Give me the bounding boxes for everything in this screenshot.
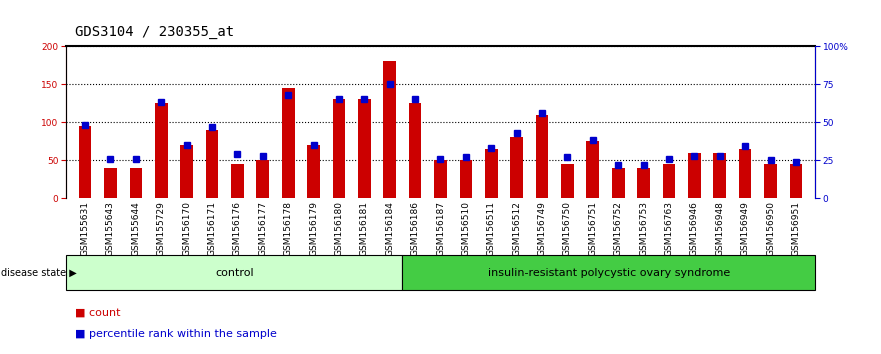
Bar: [282, 88, 294, 198]
Text: GSM156510: GSM156510: [462, 201, 470, 256]
Bar: [307, 145, 320, 198]
Bar: [714, 153, 726, 198]
Bar: [789, 164, 803, 198]
Bar: [130, 168, 142, 198]
Text: GSM156948: GSM156948: [715, 201, 724, 256]
Bar: [256, 160, 270, 198]
Text: ■ percentile rank within the sample: ■ percentile rank within the sample: [75, 329, 277, 339]
Bar: [358, 99, 371, 198]
Bar: [663, 164, 676, 198]
Bar: [739, 149, 751, 198]
Bar: [637, 168, 650, 198]
Text: GSM156753: GSM156753: [639, 201, 648, 256]
Bar: [434, 160, 447, 198]
Bar: [688, 153, 700, 198]
Text: GSM155643: GSM155643: [106, 201, 115, 256]
Bar: [104, 168, 117, 198]
Text: GSM156187: GSM156187: [436, 201, 445, 256]
Text: GSM156180: GSM156180: [335, 201, 344, 256]
Bar: [66, 255, 403, 290]
Bar: [536, 115, 548, 198]
Text: GSM156750: GSM156750: [563, 201, 572, 256]
Text: GSM156171: GSM156171: [208, 201, 217, 256]
Text: GSM155644: GSM155644: [131, 201, 140, 256]
Bar: [611, 168, 625, 198]
Text: insulin-resistant polycystic ovary syndrome: insulin-resistant polycystic ovary syndr…: [487, 268, 729, 278]
Text: GSM156511: GSM156511: [487, 201, 496, 256]
Text: GSM155631: GSM155631: [81, 201, 90, 256]
Bar: [231, 164, 244, 198]
Text: GSM156950: GSM156950: [766, 201, 775, 256]
Text: GSM156179: GSM156179: [309, 201, 318, 256]
Bar: [561, 164, 574, 198]
Bar: [383, 61, 396, 198]
Text: GDS3104 / 230355_at: GDS3104 / 230355_at: [75, 25, 234, 39]
Text: GSM156178: GSM156178: [284, 201, 292, 256]
Text: GSM156949: GSM156949: [741, 201, 750, 256]
Text: GSM156181: GSM156181: [359, 201, 369, 256]
Bar: [155, 103, 167, 198]
Text: GSM156752: GSM156752: [614, 201, 623, 256]
Text: GSM155729: GSM155729: [157, 201, 166, 256]
Text: GSM156186: GSM156186: [411, 201, 419, 256]
Text: GSM156176: GSM156176: [233, 201, 242, 256]
Text: GSM156184: GSM156184: [385, 201, 394, 256]
Text: GSM156763: GSM156763: [664, 201, 673, 256]
Text: GSM156751: GSM156751: [589, 201, 597, 256]
Bar: [409, 103, 421, 198]
Text: GSM156749: GSM156749: [537, 201, 546, 256]
Text: ■ count: ■ count: [75, 308, 121, 318]
Text: GSM156170: GSM156170: [182, 201, 191, 256]
Text: disease state ▶: disease state ▶: [1, 268, 77, 278]
Bar: [485, 149, 498, 198]
Bar: [403, 255, 815, 290]
Bar: [181, 145, 193, 198]
Text: GSM156951: GSM156951: [791, 201, 800, 256]
Text: GSM156177: GSM156177: [258, 201, 267, 256]
Bar: [460, 160, 472, 198]
Bar: [510, 137, 523, 198]
Text: GSM156946: GSM156946: [690, 201, 699, 256]
Bar: [333, 99, 345, 198]
Text: GSM156512: GSM156512: [512, 201, 522, 256]
Bar: [205, 130, 218, 198]
Text: control: control: [215, 268, 254, 278]
Bar: [78, 126, 92, 198]
Bar: [587, 141, 599, 198]
Bar: [764, 164, 777, 198]
